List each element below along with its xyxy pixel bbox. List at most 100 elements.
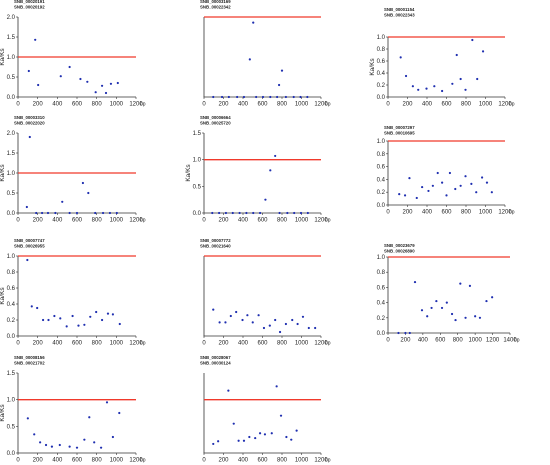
y-tick-label: 0.8 xyxy=(377,270,386,276)
data-point xyxy=(54,211,57,215)
x-tick-label: 1200 xyxy=(314,218,328,224)
x-unit-label: bp xyxy=(514,338,520,344)
x-tick-label: 200 xyxy=(218,218,229,224)
data-point xyxy=(474,315,477,318)
data-point xyxy=(445,194,448,197)
data-point xyxy=(426,315,429,318)
gene-id-label: SNB_00030124 xyxy=(200,361,231,366)
data-point xyxy=(274,318,277,322)
data-point xyxy=(41,318,45,322)
data-point xyxy=(118,411,121,415)
gene-id-label: SNB_00008156 xyxy=(14,355,45,360)
y-tick-label: 0.2 xyxy=(7,318,16,324)
data-point xyxy=(455,53,458,57)
x-tick-label: 600 xyxy=(257,102,268,108)
data-point xyxy=(464,175,467,178)
x-tick-label: 800 xyxy=(277,458,288,464)
y-tick-label: 0.6 xyxy=(377,285,386,291)
data-point xyxy=(459,184,462,187)
data-point xyxy=(61,200,64,203)
data-point xyxy=(248,435,251,439)
gene-id-label: SNB_00010695 xyxy=(384,131,415,136)
gene-id-label: SNB_00028067 xyxy=(200,355,231,360)
x-tick-label: 400 xyxy=(238,341,249,347)
data-point xyxy=(25,205,28,209)
data-point xyxy=(431,184,434,187)
data-point xyxy=(116,81,119,85)
gene-id-label: SNB_00025720 xyxy=(200,121,231,126)
x-tick-label: 400 xyxy=(52,458,63,464)
data-point xyxy=(490,191,493,194)
gene-id-label: SNB_00026955 xyxy=(14,244,45,249)
x-tick-label: 600 xyxy=(441,210,452,216)
data-point xyxy=(83,323,86,326)
x-tick-label: 0 xyxy=(202,102,206,108)
x-tick-label: 1000 xyxy=(110,218,124,224)
x-tick-label: 800 xyxy=(92,458,103,464)
data-point xyxy=(35,211,38,215)
data-point xyxy=(299,95,302,99)
x-unit-label: bp xyxy=(140,102,146,108)
y-axis-title: Ka/Ks xyxy=(185,164,192,182)
y-tick-label: 0.5 xyxy=(7,75,16,81)
x-tick-label: 800 xyxy=(461,102,472,108)
data-point xyxy=(79,77,82,81)
data-point xyxy=(100,84,104,87)
data-point xyxy=(470,182,473,185)
x-tick-label: 200 xyxy=(402,210,413,216)
x-tick-label: 200 xyxy=(402,102,413,108)
data-point xyxy=(481,50,485,53)
y-tick-label: 0.6 xyxy=(377,59,386,65)
data-point xyxy=(217,440,220,443)
data-point xyxy=(111,313,114,316)
x-unit-label: bp xyxy=(140,341,146,347)
data-point xyxy=(295,429,298,432)
data-point xyxy=(46,211,50,215)
x-tick-label: 600 xyxy=(257,341,268,347)
data-point xyxy=(100,318,104,322)
data-point xyxy=(450,312,454,316)
data-point xyxy=(252,211,255,215)
x-tick-label: 200 xyxy=(218,102,229,108)
y-tick-label: 1.5 xyxy=(7,371,16,377)
data-point xyxy=(211,211,214,215)
data-point xyxy=(53,314,56,318)
y-axis-title: Ka/Ks xyxy=(0,48,6,66)
data-point xyxy=(255,95,258,99)
data-point xyxy=(286,211,289,215)
data-point xyxy=(246,314,249,317)
data-point xyxy=(30,305,33,308)
x-tick-label: 600 xyxy=(72,341,83,347)
data-point xyxy=(258,432,262,435)
y-tick-label: 0.0 xyxy=(7,451,16,457)
y-tick-label: 1.0 xyxy=(377,35,386,41)
x-tick-label: 1200 xyxy=(314,102,328,108)
data-point xyxy=(441,181,444,184)
data-point xyxy=(111,435,114,439)
data-point xyxy=(397,331,400,335)
x-tick-label: 1000 xyxy=(295,341,309,347)
x-tick-label: 200 xyxy=(218,341,229,347)
y-tick-label: 1.5 xyxy=(193,131,202,137)
data-point xyxy=(101,211,105,215)
data-point xyxy=(108,211,112,215)
x-tick-label: 400 xyxy=(418,338,429,344)
x-tick-label: 600 xyxy=(257,218,268,224)
data-point xyxy=(274,154,277,158)
data-point xyxy=(77,324,80,327)
data-point xyxy=(296,322,299,326)
x-unit-label: bp xyxy=(509,210,515,216)
data-point xyxy=(285,435,288,439)
x-unit-label: bp xyxy=(325,218,331,224)
y-tick-label: 1.0 xyxy=(193,158,202,164)
data-point xyxy=(218,321,221,324)
data-point xyxy=(284,322,287,326)
data-point xyxy=(83,438,86,441)
y-tick-label: 0.2 xyxy=(377,83,386,89)
data-point xyxy=(459,282,462,285)
x-tick-label: 200 xyxy=(33,458,44,464)
